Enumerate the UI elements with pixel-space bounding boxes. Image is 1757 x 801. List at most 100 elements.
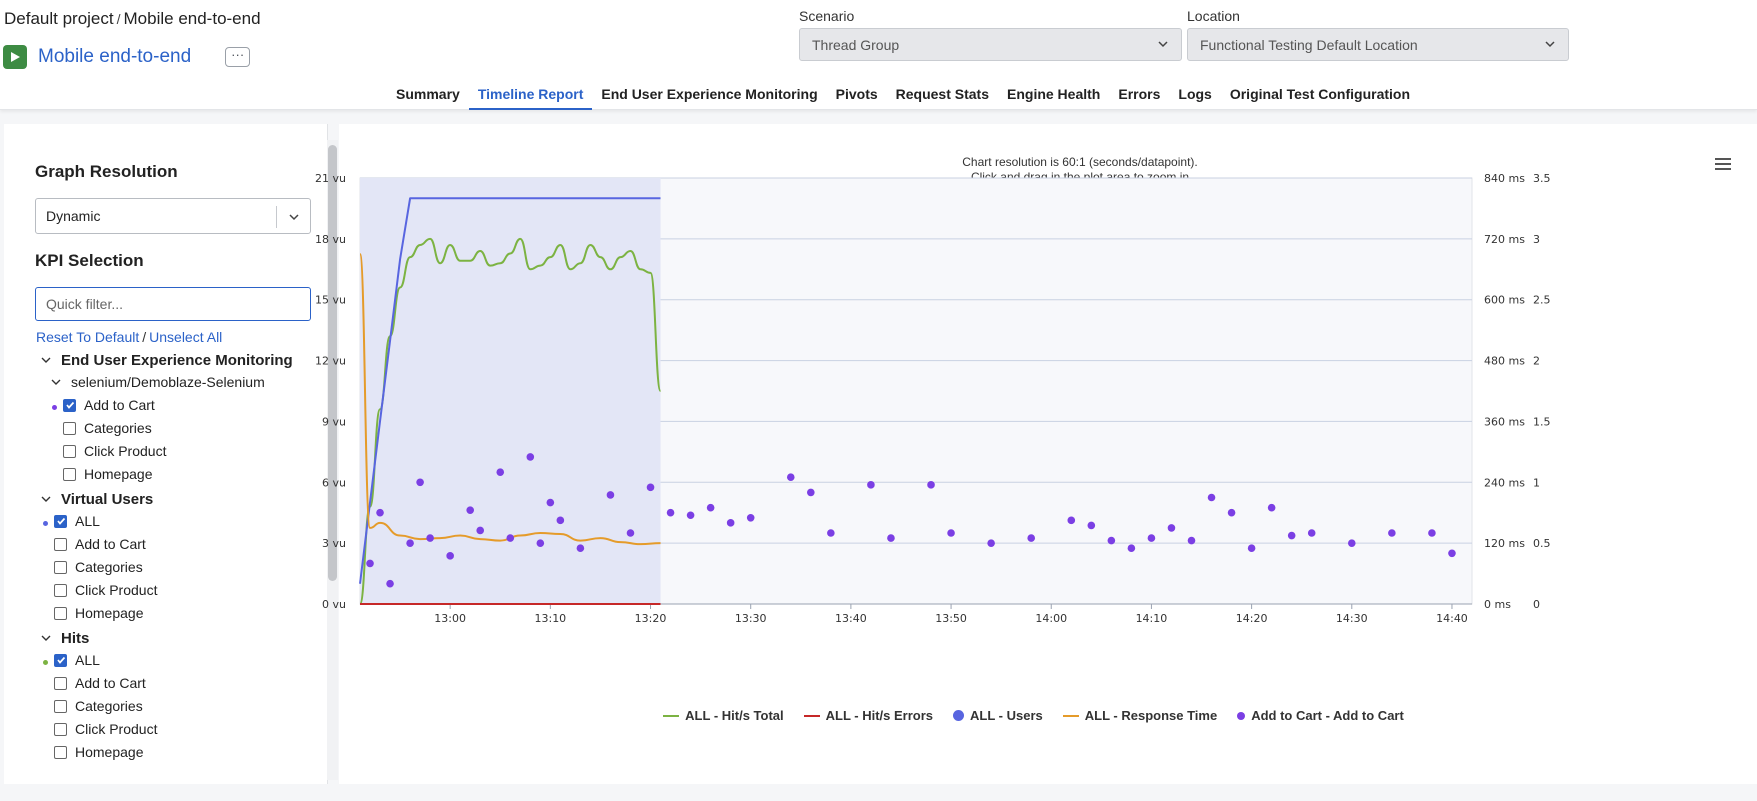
y-right-hits-tick-label: 3: [1533, 233, 1540, 246]
checkbox[interactable]: [63, 467, 76, 481]
checkbox[interactable]: [54, 699, 67, 713]
group-hits[interactable]: Hits: [41, 628, 89, 648]
x-tick-label: 13:50: [935, 612, 967, 625]
y-right-ms-tick-label: 720 ms: [1484, 233, 1525, 246]
more-options-button[interactable]: ···: [225, 47, 251, 67]
series-color-dot: [43, 521, 48, 526]
scatter-point: [536, 539, 545, 547]
kpi-item[interactable]: Homepage: [63, 464, 153, 484]
kpi-item[interactable]: Click Product: [54, 719, 157, 739]
test-name[interactable]: Mobile end-to-end: [38, 46, 192, 67]
checkbox[interactable]: [54, 560, 67, 574]
scatter-point: [466, 506, 474, 514]
sidebar-scrollbar[interactable]: [328, 145, 337, 581]
kpi-item[interactable]: Add to Cart: [54, 673, 146, 693]
scenario-select[interactable]: Thread Group: [799, 28, 1182, 61]
kpi-item[interactable]: Categories: [54, 557, 143, 577]
kpi-item[interactable]: Homepage: [54, 742, 144, 762]
kpi-item-label: Add to Cart: [75, 675, 146, 691]
kpi-item-label: Homepage: [75, 744, 144, 760]
checkbox[interactable]: [54, 745, 67, 759]
scatter-point: [1067, 516, 1076, 525]
kpi-item[interactable]: Categories: [54, 696, 143, 716]
checkbox[interactable]: [63, 398, 76, 412]
kpi-item[interactable]: Click Product: [54, 580, 157, 600]
group-end-user-experience-monitoring[interactable]: End User Experience Monitoring: [41, 350, 293, 370]
kpi-item[interactable]: Add to Cart: [63, 395, 155, 415]
subgroup-selenium-demoblaze[interactable]: selenium/Demoblaze-Selenium: [51, 372, 265, 392]
checkbox[interactable]: [54, 606, 67, 620]
y-right-hits-tick-label: 1.5: [1533, 415, 1551, 428]
resolution-select[interactable]: Dynamic: [35, 198, 311, 234]
group-label: Virtual Users: [61, 490, 154, 508]
x-tick-label: 14:40: [1436, 612, 1468, 625]
tab-timeline-report[interactable]: Timeline Report: [468, 84, 593, 110]
select-divider: [276, 206, 277, 228]
chart-note-line-1: Chart resolution is 60:1 (seconds/datapo…: [962, 155, 1198, 169]
breadcrumb-project[interactable]: Default project: [4, 9, 114, 28]
legend-item-add-to-cart[interactable]: Add to Cart - Add to Cart: [1237, 708, 1404, 723]
reset-to-default-link[interactable]: Reset To Default: [36, 329, 140, 345]
scatter-point: [1127, 544, 1136, 553]
y-left-tick-label: 18 vu: [315, 233, 346, 246]
scatter-point: [987, 539, 995, 547]
chevron-down-icon: [1545, 41, 1555, 48]
scatter-point: [726, 519, 735, 527]
unselect-all-link[interactable]: Unselect All: [149, 329, 223, 345]
checkbox[interactable]: [54, 514, 67, 528]
y-right-ms-tick-label: 240 ms: [1484, 476, 1525, 489]
scatter-point: [446, 552, 454, 560]
tab-request-stats[interactable]: Request Stats: [895, 86, 989, 102]
scatter-point: [526, 453, 535, 461]
tab-pivots[interactable]: Pivots: [835, 86, 878, 102]
scatter-point: [1227, 508, 1236, 517]
scatter-point: [887, 534, 895, 542]
highlight-band: [360, 178, 661, 604]
quick-filter-input[interactable]: [35, 287, 311, 321]
kpi-item[interactable]: Add to Cart: [54, 534, 146, 554]
legend-item-response-time[interactable]: ALL - Response Time: [1062, 708, 1217, 723]
chart-menu-icon[interactable]: [1715, 158, 1731, 172]
checkbox[interactable]: [63, 421, 76, 435]
legend-item-hits-total[interactable]: ALL - Hit/s Total: [663, 708, 784, 723]
location-select[interactable]: Functional Testing Default Location: [1187, 28, 1569, 61]
scatter-point: [1247, 544, 1256, 553]
x-tick-label: 13:20: [635, 612, 667, 625]
legend-swatch: [953, 710, 965, 721]
legend-item-hits-errors[interactable]: ALL - Hit/s Errors: [803, 708, 933, 723]
checkbox[interactable]: [63, 444, 76, 458]
chevron-down-icon: [1158, 41, 1168, 48]
report-tabs: Summary Timeline Report End User Experie…: [387, 84, 1419, 110]
scatter-point: [646, 483, 655, 492]
kpi-item[interactable]: ALL: [54, 511, 100, 531]
checkbox[interactable]: [54, 583, 67, 597]
kpi-item[interactable]: Categories: [63, 418, 152, 438]
checkbox[interactable]: [54, 722, 67, 736]
legend-swatch: [1237, 711, 1246, 720]
run-test-button[interactable]: [3, 45, 27, 69]
series-color-dot: [52, 405, 57, 410]
tab-original-test-configuration[interactable]: Original Test Configuration: [1229, 86, 1411, 102]
kpi-item[interactable]: Homepage: [54, 603, 144, 623]
tab-summary[interactable]: Summary: [396, 86, 460, 102]
legend-item-users[interactable]: ALL - Users: [953, 708, 1043, 723]
checkbox[interactable]: [54, 653, 67, 667]
scatter-point: [476, 526, 485, 535]
kpi-item[interactable]: Click Product: [63, 441, 166, 461]
tab-end-user-experience-monitoring[interactable]: End User Experience Monitoring: [601, 86, 818, 102]
y-right-hits-tick-label: 0.5: [1533, 537, 1551, 550]
tab-engine-health[interactable]: Engine Health: [1007, 86, 1101, 102]
kpi-selection-title: KPI Selection: [35, 251, 144, 270]
tab-logs[interactable]: Logs: [1178, 86, 1212, 102]
scatter-point: [506, 534, 515, 542]
scatter-point: [1147, 534, 1156, 542]
checkbox[interactable]: [54, 537, 67, 551]
tab-errors[interactable]: Errors: [1118, 86, 1161, 102]
y-right-ms-tick-label: 840 ms: [1484, 172, 1525, 185]
group-virtual-users[interactable]: Virtual Users: [41, 489, 153, 509]
chevron-down-icon: [41, 496, 51, 502]
checkbox[interactable]: [54, 676, 67, 690]
legend-label: ALL - Hit/s Total: [685, 708, 784, 723]
kpi-item[interactable]: ALL: [54, 650, 100, 670]
